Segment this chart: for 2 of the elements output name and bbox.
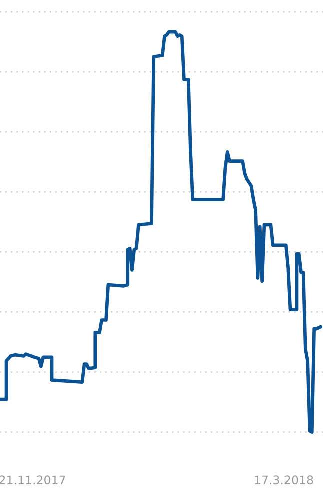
x-tick-label: 17.3.2018 <box>255 476 314 485</box>
x-tick-label: 21.11.2017 <box>0 476 66 485</box>
